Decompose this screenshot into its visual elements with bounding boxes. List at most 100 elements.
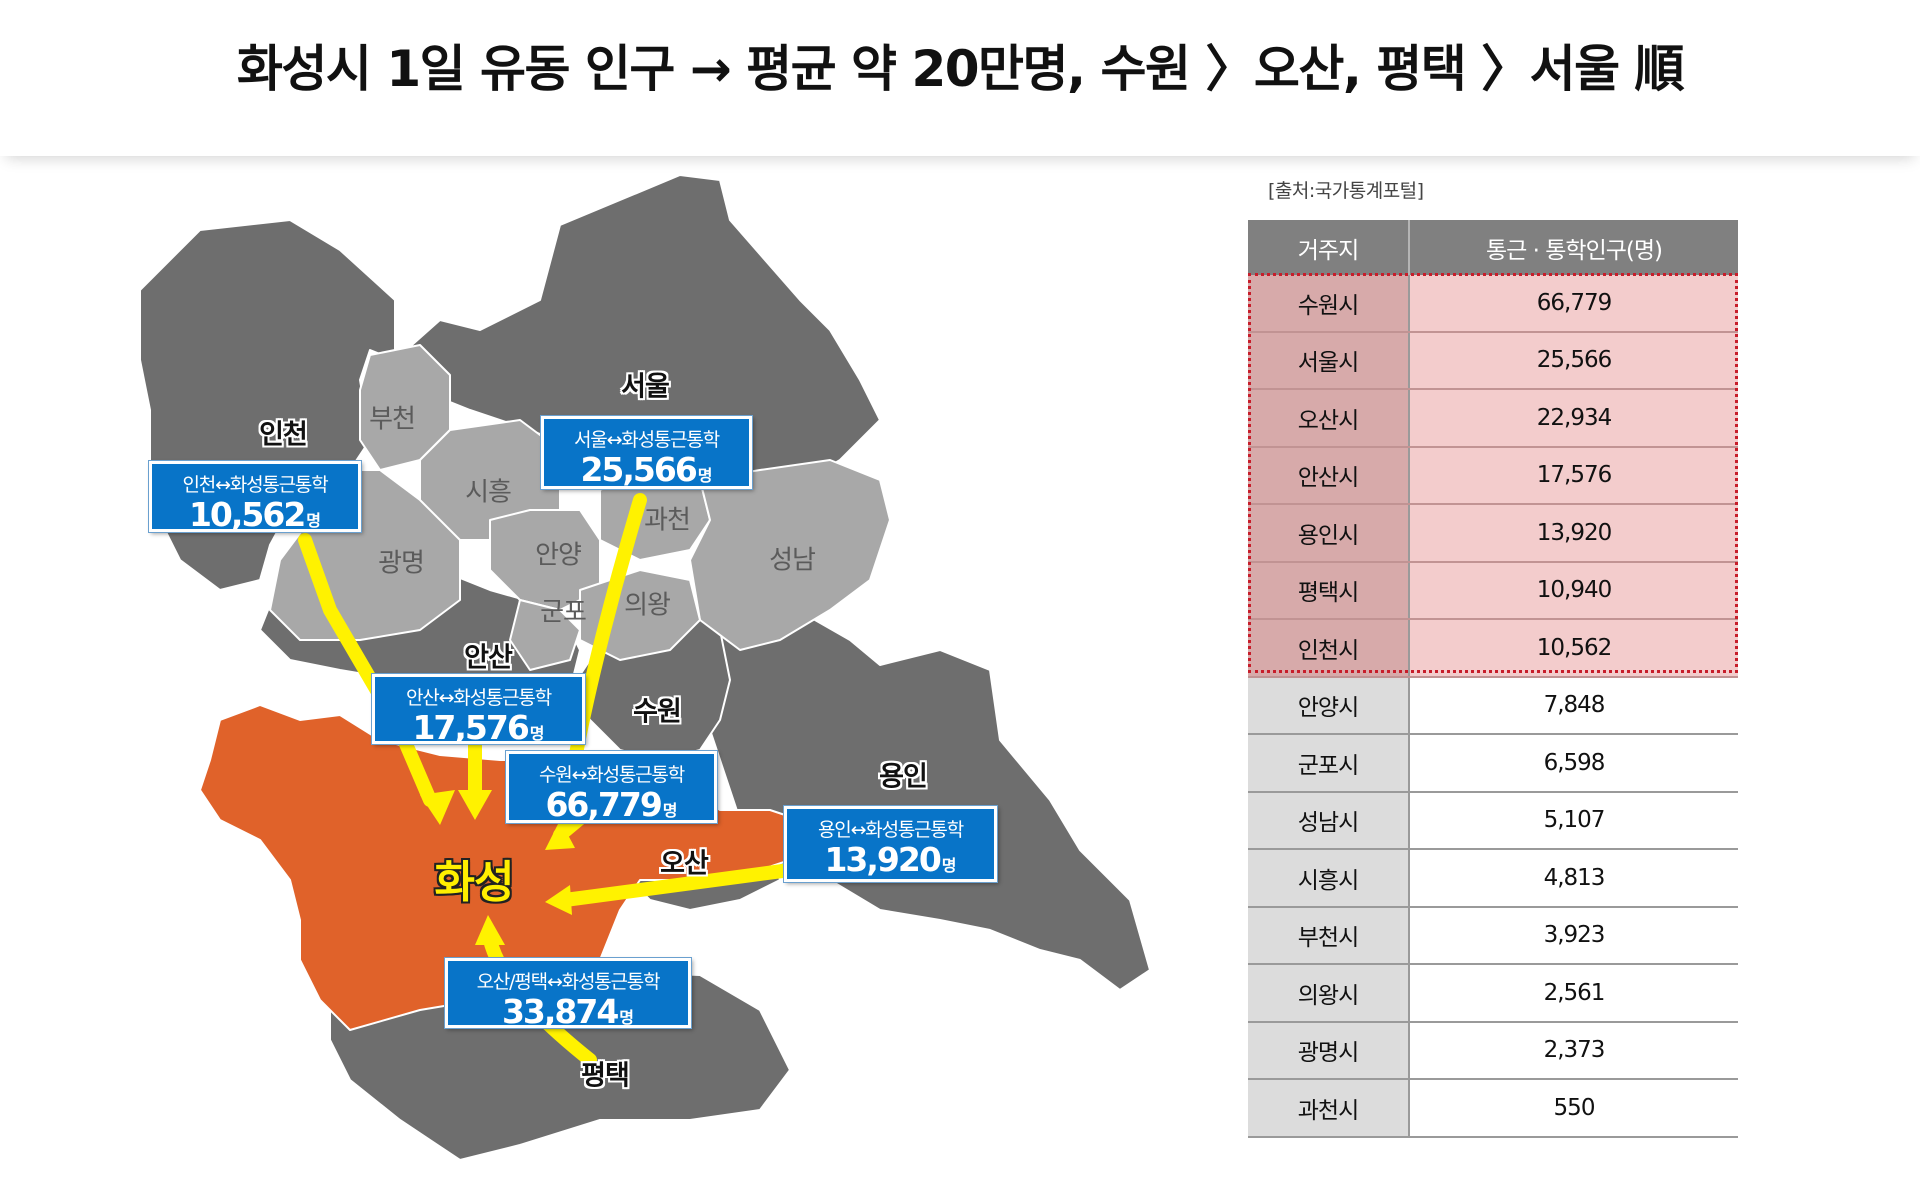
table-row: 부천시 3,923 — [1248, 906, 1738, 965]
callout-seoul-unit: 명 — [697, 466, 713, 485]
table-row: 안양시 7,848 — [1248, 676, 1738, 735]
cell-population: 3,923 — [1409, 906, 1738, 965]
label-gunpo: 군포 — [540, 597, 587, 628]
callout-osan-pyeongtaek-value: 33,874 — [501, 992, 619, 1031]
cell-residence: 안양시 — [1248, 676, 1410, 735]
label-suwon: 수원 — [633, 696, 682, 728]
cell-residence: 오산시 — [1248, 389, 1410, 448]
cell-residence: 시흥시 — [1248, 849, 1410, 908]
callout-yongin-route: 용인↔화성통근통학 — [818, 819, 964, 841]
table-row: 광명시 2,373 — [1248, 1021, 1738, 1080]
arrowhead-yongin — [545, 885, 572, 915]
callout-osan-pyeongtaek-route: 오산/평택↔화성통근통학 — [476, 971, 661, 993]
table-row: 오산시 22,934 — [1248, 389, 1738, 448]
table-row: 인천시 10,562 — [1248, 619, 1738, 678]
label-gwacheon: 과천 — [644, 505, 691, 536]
label-uiwang: 의왕 — [624, 590, 671, 621]
callout-ansan: 안산↔화성통근통학 17,576 명 — [371, 673, 586, 747]
callout-suwon-value: 66,779 — [545, 785, 662, 824]
callout-ansan-value: 17,576 — [412, 708, 529, 747]
cell-population: 66,779 — [1409, 275, 1738, 333]
cell-population: 7,848 — [1409, 676, 1738, 735]
callout-yongin: 용인↔화성통근통학 13,920 명 — [783, 805, 998, 883]
table-row: 군포시 6,598 — [1248, 734, 1738, 793]
callout-seoul: 서울↔화성통근통학 25,566 명 — [540, 415, 753, 490]
callout-suwon-unit: 명 — [662, 801, 678, 820]
cell-residence: 수원시 — [1248, 275, 1410, 333]
label-hwaseong: 화성 — [434, 857, 515, 908]
arrowhead-ansan — [458, 790, 492, 820]
table-header-row: 거주지 통근 · 통학인구(명) — [1248, 220, 1738, 275]
page-title: 화성시 1일 유동 인구 → 평균 약 20만명, 수원 〉오산, 평택 〉서울… — [236, 40, 1685, 98]
callout-suwon: 수원↔화성통근통학 66,779 명 — [505, 750, 718, 824]
cell-population: 10,940 — [1409, 561, 1738, 620]
cell-residence: 성남시 — [1248, 791, 1410, 850]
cell-residence: 의왕시 — [1248, 964, 1410, 1023]
table-row: 시흥시 4,813 — [1248, 849, 1738, 908]
cell-population: 2,373 — [1409, 1021, 1738, 1080]
cell-residence: 인천시 — [1248, 619, 1410, 678]
arrow-yongin — [558, 863, 797, 907]
callout-incheon-value: 10,562 — [188, 495, 306, 534]
header-residence: 거주지 — [1248, 220, 1410, 275]
region-seongnam — [689, 459, 891, 651]
cell-population: 550 — [1409, 1079, 1738, 1138]
label-pyeongtaek: 평택 — [581, 1060, 630, 1092]
table-row: 의왕시 2,561 — [1248, 964, 1738, 1023]
title-bar: 화성시 1일 유동 인구 → 평균 약 20만명, 수원 〉오산, 평택 〉서울… — [0, 0, 1920, 156]
label-ansan: 안산 — [464, 642, 513, 674]
header-population: 통근 · 통학인구(명) — [1409, 220, 1738, 275]
label-bucheon: 부천 — [369, 404, 416, 435]
label-seoul: 서울 — [621, 371, 670, 403]
commute-map: 인천 서울 부천 시흥 광명 안양 과천 성남 군포 의왕 안산 수원 용인 오… — [0, 160, 1180, 1179]
cell-residence: 안산시 — [1248, 446, 1410, 505]
cell-population: 22,934 — [1409, 389, 1738, 448]
callout-incheon: 인천↔화성통근통학 10,562 명 — [148, 460, 362, 534]
cell-population: 17,576 — [1409, 446, 1738, 505]
callout-incheon-route: 인천↔화성통근통학 — [182, 474, 329, 496]
cell-population: 13,920 — [1409, 504, 1738, 563]
cell-population: 4,813 — [1409, 849, 1738, 908]
arrowhead-pyeongtaek — [475, 915, 505, 945]
cell-residence: 용인시 — [1248, 504, 1410, 563]
arrow-incheon — [298, 533, 437, 807]
region-yongin — [689, 579, 1151, 991]
label-gwangmyeong: 광명 — [378, 548, 425, 579]
cell-residence: 과천시 — [1248, 1079, 1410, 1138]
callout-osan-pyeongtaek: 오산/평택↔화성통근통학 33,874 명 — [444, 957, 692, 1031]
label-osan: 오산 — [660, 848, 709, 880]
label-siheung: 시흥 — [465, 477, 512, 508]
source-note: [출처:국가통계포털] — [1268, 180, 1424, 202]
arrowhead-incheon — [420, 790, 455, 825]
label-yongin: 용인 — [879, 761, 928, 793]
table-row: 평택시 10,940 — [1248, 561, 1738, 620]
table-row: 서울시 25,566 — [1248, 331, 1738, 390]
region-gunpo — [509, 599, 581, 671]
callout-incheon-unit: 명 — [306, 511, 322, 530]
cell-residence: 부천시 — [1248, 906, 1410, 965]
label-anyang: 안양 — [535, 540, 582, 571]
table-row: 과천시 550 — [1248, 1079, 1738, 1138]
cell-population: 5,107 — [1409, 791, 1738, 850]
callout-seoul-route: 서울↔화성통근통학 — [574, 429, 720, 451]
cell-residence: 군포시 — [1248, 734, 1410, 793]
cell-population: 2,561 — [1409, 964, 1738, 1023]
callout-yongin-unit: 명 — [941, 856, 957, 875]
cell-residence: 서울시 — [1248, 331, 1410, 390]
callout-ansan-unit: 명 — [529, 724, 545, 743]
table-row: 성남시 5,107 — [1248, 791, 1738, 850]
label-seongnam: 성남 — [769, 545, 816, 576]
label-incheon: 인천 — [259, 419, 308, 451]
commute-table: 거주지 통근 · 통학인구(명) 수원시 66,779 서울시 25,566 오산시… — [1248, 220, 1738, 1138]
callout-suwon-route: 수원↔화성통근통학 — [539, 764, 685, 786]
table-row: 안산시 17,576 — [1248, 446, 1738, 505]
callout-osan-pyeongtaek-unit: 명 — [619, 1008, 635, 1027]
cell-population: 10,562 — [1409, 619, 1738, 678]
callout-seoul-value: 25,566 — [580, 450, 697, 489]
callout-yongin-value: 13,920 — [824, 840, 941, 879]
arrowhead-suwon — [545, 820, 575, 850]
cell-residence: 평택시 — [1248, 561, 1410, 620]
callout-ansan-route: 안산↔화성통근통학 — [406, 687, 552, 709]
table-row: 수원시 66,779 — [1248, 275, 1738, 333]
cell-residence: 광명시 — [1248, 1021, 1410, 1080]
